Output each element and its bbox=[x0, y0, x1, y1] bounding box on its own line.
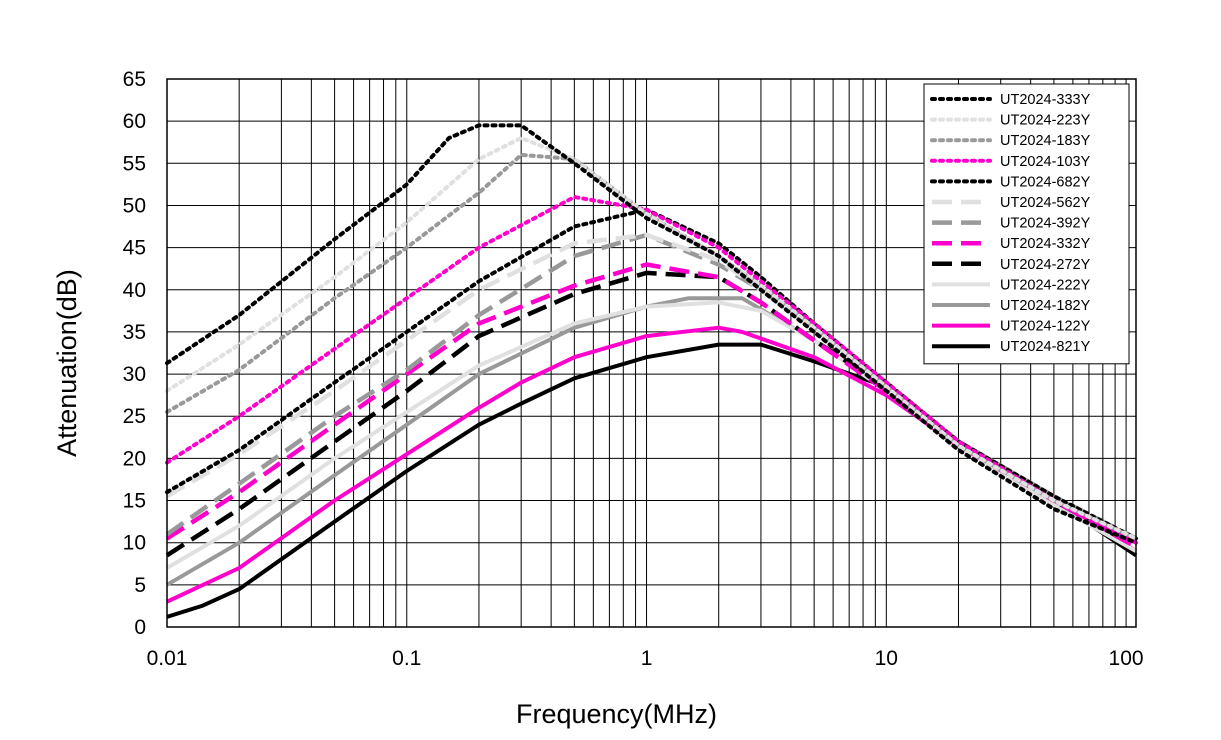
legend-label: UT2024-223Y bbox=[1000, 113, 1091, 129]
y-tick-label: 0 bbox=[134, 616, 146, 639]
series-line bbox=[166, 342, 1138, 619]
legend-label: UT2024-182Y bbox=[1000, 298, 1091, 314]
legend-label: UT2024-562Y bbox=[1000, 195, 1091, 211]
plot-frame bbox=[166, 78, 1137, 628]
legend-label: UT2024-821Y bbox=[1000, 339, 1091, 355]
y-tick-label: 15 bbox=[123, 490, 146, 513]
x-axis-label: Frequency(MHz) bbox=[516, 699, 717, 729]
legend-label: UT2024-272Y bbox=[1000, 257, 1091, 273]
series-line bbox=[165, 123, 1138, 545]
x-tick-labels: 0.01 0.1 1 10 100 bbox=[147, 647, 1144, 670]
y-tick-label: 65 bbox=[123, 68, 146, 91]
x-tick-label: 100 bbox=[1109, 647, 1144, 670]
legend-label: UT2024-333Y bbox=[1000, 92, 1091, 108]
x-tick-label: 10 bbox=[875, 647, 898, 670]
series-line bbox=[165, 195, 1138, 545]
legend-label: UT2024-682Y bbox=[1000, 174, 1091, 190]
y-tick-label: 50 bbox=[123, 194, 146, 217]
y-tick-label: 55 bbox=[123, 152, 146, 175]
y-tick-label: 40 bbox=[123, 279, 146, 302]
y-tick-label: 5 bbox=[134, 574, 146, 597]
y-tick-labels: 0 5 10 15 20 25 30 35 40 45 50 55 60 65 bbox=[123, 68, 146, 639]
y-tick-label: 25 bbox=[123, 405, 146, 428]
series-layer bbox=[165, 123, 1138, 619]
legend-label: UT2024-222Y bbox=[1000, 277, 1091, 293]
legend-label: UT2024-183Y bbox=[1000, 133, 1091, 149]
y-tick-label: 10 bbox=[123, 532, 146, 555]
series-line bbox=[165, 136, 1138, 541]
legend-label: UT2024-103Y bbox=[1000, 154, 1091, 170]
x-tick-label: 0.01 bbox=[147, 647, 188, 670]
legend-label: UT2024-122Y bbox=[1000, 319, 1091, 335]
legend-label: UT2024-392Y bbox=[1000, 216, 1091, 232]
legend-label: UT2024-332Y bbox=[1000, 236, 1091, 252]
x-tick-label: 1 bbox=[641, 647, 653, 670]
legend: UT2024-333Y UT2024-223Y UT2024-183Y UT2024-… bbox=[923, 83, 1130, 365]
legend-box bbox=[923, 83, 1130, 365]
y-tick-label: 35 bbox=[123, 321, 146, 344]
y-tick-label: 60 bbox=[123, 110, 146, 133]
x-tick-label: 0.1 bbox=[392, 647, 421, 670]
y-tick-label: 20 bbox=[123, 447, 146, 470]
y-tick-label: 30 bbox=[123, 363, 146, 386]
y-axis-label: Attenuation(dB) bbox=[52, 269, 82, 457]
y-tick-label: 45 bbox=[123, 237, 146, 260]
